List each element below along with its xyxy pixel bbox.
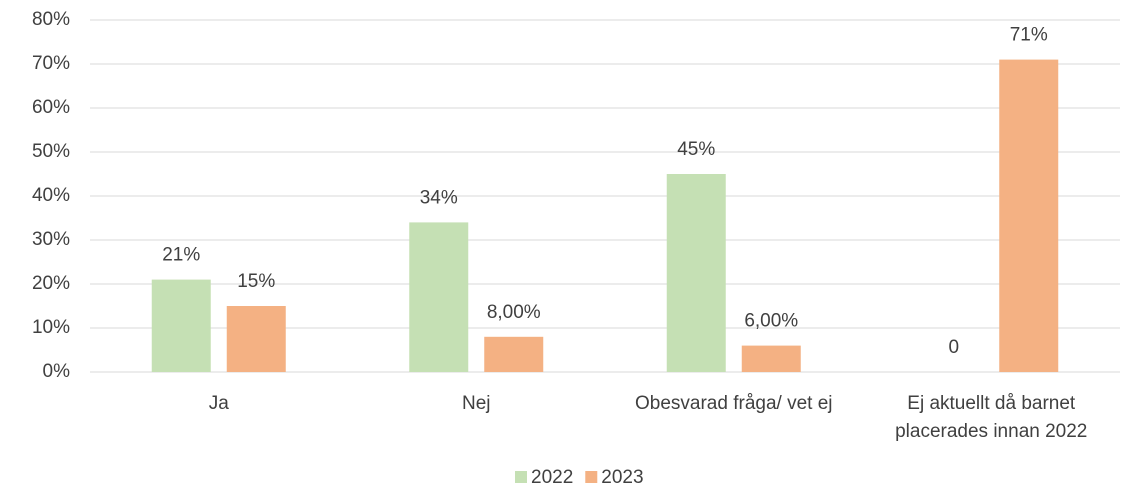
data-label: 21% — [162, 245, 200, 266]
y-tick-label: 10% — [32, 317, 70, 338]
data-label: 34% — [420, 187, 458, 208]
x-tick-label: Obesvarad fråga/ vet ej — [635, 393, 833, 414]
y-tick-label: 30% — [32, 229, 70, 250]
y-tick-label: 0% — [43, 361, 71, 382]
data-label: 15% — [237, 271, 275, 292]
legend-label: 2023 — [601, 467, 643, 488]
y-tick-label: 60% — [32, 97, 70, 118]
data-label: 6,00% — [744, 311, 798, 332]
y-tick-label: 40% — [32, 185, 70, 206]
y-tick-label: 50% — [32, 141, 70, 162]
legend-swatch — [585, 471, 598, 483]
bar — [999, 59, 1059, 372]
bar — [151, 279, 211, 372]
x-tick-label: Ja — [208, 393, 229, 414]
legend-label: 2022 — [531, 467, 573, 488]
bar — [484, 336, 544, 372]
data-label: 45% — [677, 139, 715, 160]
y-tick-label: 70% — [32, 53, 70, 74]
y-tick-label: 20% — [32, 273, 70, 294]
bar — [409, 222, 469, 372]
bar — [666, 174, 726, 372]
bar — [741, 345, 801, 372]
data-label: 8,00% — [487, 302, 541, 323]
y-tick-label: 80% — [32, 9, 70, 30]
bar — [226, 306, 286, 372]
x-tick-label: Nej — [461, 393, 491, 414]
data-label: 71% — [1010, 25, 1048, 46]
x-tick-label: Ej aktuellt då barnet placerades innan 2… — [895, 393, 1088, 442]
data-label: 0 — [948, 337, 959, 358]
legend-swatch — [515, 471, 527, 483]
